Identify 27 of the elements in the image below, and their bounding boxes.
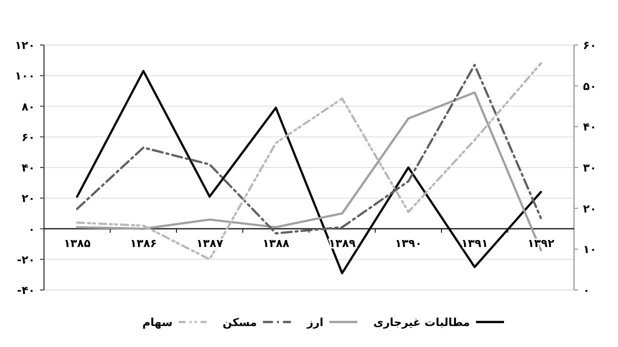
y-tick-label: ۴۰ [22,162,35,174]
legend-label: ارز [306,316,324,329]
y2-tick-label: ۳۰ [583,162,596,174]
legend-label: مطالبات غیرجاری [373,316,470,329]
y2-tick-label: ۶۰ [583,39,596,52]
y-tick-label: -۴۰ [17,284,35,297]
x-tick-label: ۱۳۸۶ [130,236,157,250]
x-tick-label: ۱۳۸۷ [196,236,224,250]
y-tick-label: -۲۰ [17,253,35,266]
y-tick-label: ۸۰ [22,100,35,114]
y-tick-label: ۲۰ [22,192,35,206]
y2-tick-label: ۴۰ [583,120,596,134]
x-tick-label: ۱۳۹۰ [394,236,422,250]
y2-tick-label: ۲۰ [583,202,596,216]
x-tick-label: ۱۳۸۸ [262,236,290,250]
x-tick-label: ۱۳۹۲ [527,236,555,250]
x-tick-label: ۱۳۹۱ [461,236,488,250]
legend-label: سهام [142,316,173,329]
y2-tick-label: ۰ [583,284,590,297]
y2-tick-label: ۱۰ [583,243,596,256]
legend-label: مسکن [222,316,257,329]
y-tick-label: ۶۰ [22,130,35,144]
x-tick-label: ۱۳۸۵ [64,236,91,250]
y-tick-label: ۱۰۰ [14,70,35,83]
y2-tick-label: ۵۰ [583,80,596,93]
y-tick-label: ۰ [28,222,35,236]
y-tick-label: ۱۲۰ [14,39,35,52]
